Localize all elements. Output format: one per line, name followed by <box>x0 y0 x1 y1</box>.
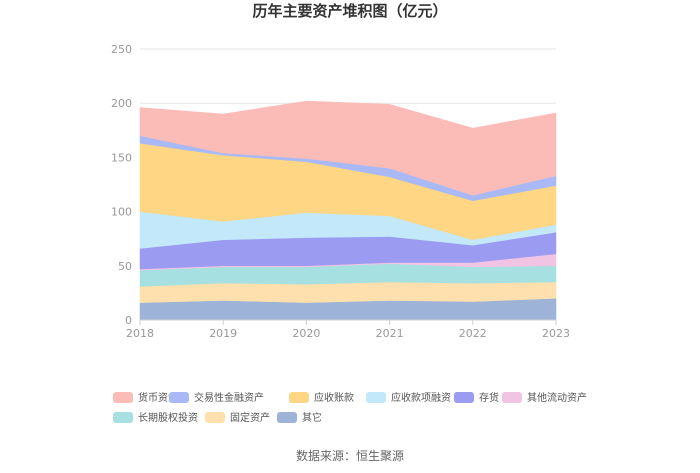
legend-swatch <box>169 392 189 403</box>
area-series-8 <box>139 100 557 196</box>
legend-swatch <box>277 412 297 423</box>
x-tick-label: 2021 <box>376 327 404 340</box>
y-tick-label: 250 <box>111 43 132 56</box>
legend-label: 应收款项融资 <box>391 391 451 404</box>
legend-swatch <box>366 392 386 403</box>
legend-label: 长期股权投资 <box>138 411 198 424</box>
legend-swatch <box>113 392 133 403</box>
y-tick-label: 100 <box>111 206 132 219</box>
legend-item[interactable]: 长期股权投资 <box>113 411 198 424</box>
legend-label: 存货 <box>479 391 499 404</box>
legend-item[interactable]: 应收款项融资 <box>366 391 451 404</box>
y-tick-label: 50 <box>118 260 132 273</box>
x-tick-label: 2019 <box>209 327 237 340</box>
legend-item[interactable]: 固定资产 <box>205 411 270 424</box>
x-tick-label: 2018 <box>126 327 154 340</box>
legend-label: 其他流动资产 <box>527 391 587 404</box>
x-tick-label: 2022 <box>459 327 487 340</box>
legend-swatch <box>205 412 225 423</box>
legend-item[interactable]: 其它 <box>277 411 322 424</box>
source-note: 数据来源：恒生聚源 <box>296 448 404 463</box>
legend-swatch <box>502 392 522 403</box>
legend-label: 固定资产 <box>230 411 270 424</box>
x-tick-label: 2020 <box>292 327 320 340</box>
legend-item[interactable]: 货币资金 <box>113 391 178 404</box>
legend-item[interactable]: 应收账款 <box>289 391 354 404</box>
legend-label: 货币资金 <box>138 391 178 404</box>
legend-item[interactable]: 存货 <box>454 391 499 404</box>
legend-swatch <box>454 392 474 403</box>
legend-swatch <box>289 392 309 403</box>
legend-item[interactable]: 其他流动资产 <box>502 391 587 404</box>
legend-label: 交易性金融资产 <box>194 391 264 404</box>
area-series-1 <box>139 281 557 303</box>
stacked-areas <box>139 100 557 321</box>
legend-swatch <box>113 412 133 423</box>
legend-label: 其它 <box>302 411 322 424</box>
chart-title: 历年主要资产堆积图（亿元） <box>252 2 447 20</box>
axes: 0 50 100 150 200 250 2018 2019 2020 2021 2022 2023 <box>111 43 570 340</box>
y-tick-label: 150 <box>111 151 132 164</box>
x-tick-label: 2023 <box>542 327 570 340</box>
y-tick-label: 200 <box>111 97 132 110</box>
legend-item[interactable]: 交易性金融资产 <box>169 391 264 404</box>
legend-label: 应收账款 <box>314 391 354 404</box>
y-tick-label: 0 <box>125 314 132 327</box>
